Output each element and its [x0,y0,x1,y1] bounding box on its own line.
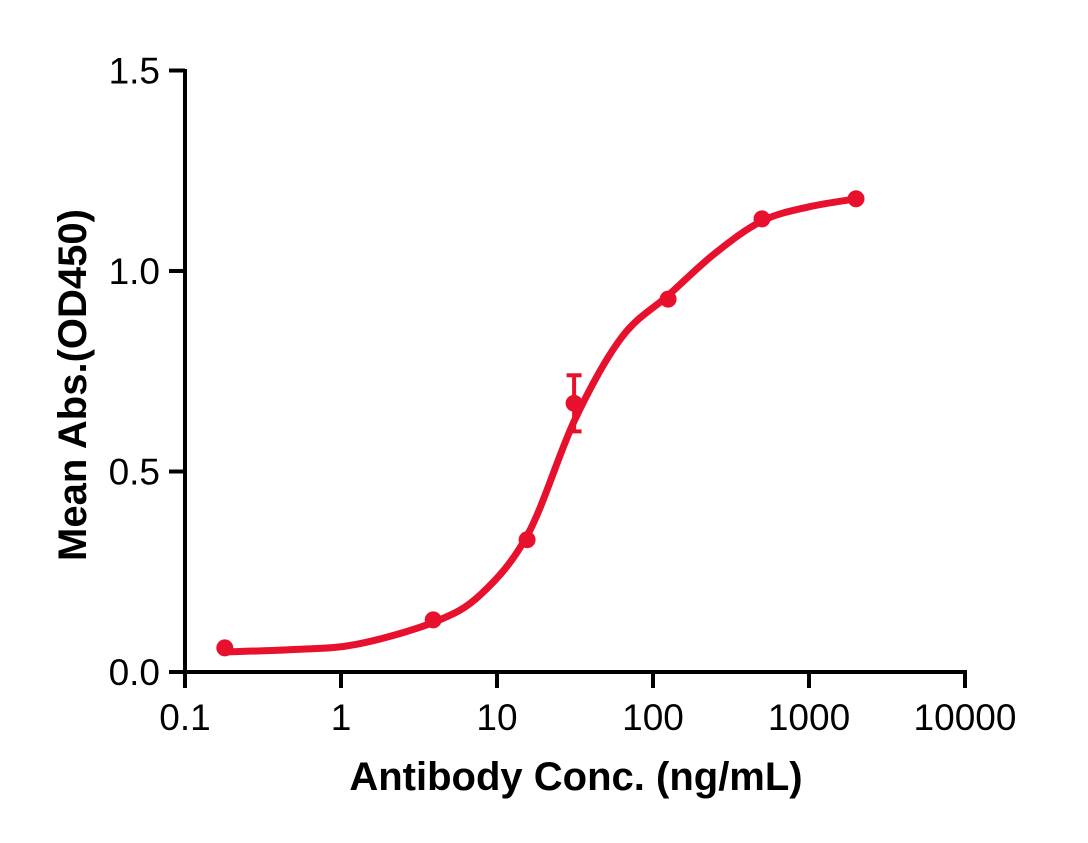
data-point [216,639,234,657]
y-tick-label: 1.0 [109,251,160,292]
y-tick-label: 0.0 [109,652,160,693]
data-point [659,290,677,308]
x-tick-label: 0.1 [159,697,210,738]
data-point [565,394,583,412]
data-point [424,611,442,629]
plot-area [216,190,865,657]
data-point [847,190,865,208]
axis-ticks: 0.1 1 10 100 1000 10000 0.0 0.5 1.0 1.5 [109,51,1017,739]
data-point [753,210,771,228]
x-tick-label: 1 [331,697,352,738]
x-tick-label: 10000 [914,697,1017,738]
x-tick-label: 1000 [768,697,850,738]
fit-curve [221,195,860,656]
x-tick-label: 100 [622,697,684,738]
y-axis-title: Mean Abs.(OD450) [51,209,95,561]
data-point [518,531,536,549]
x-axis-title: Antibody Conc. (ng/mL) [349,755,802,799]
x-tick-label: 10 [476,697,517,738]
y-tick-label: 0.5 [109,452,160,493]
y-tick-label: 1.5 [109,51,160,92]
